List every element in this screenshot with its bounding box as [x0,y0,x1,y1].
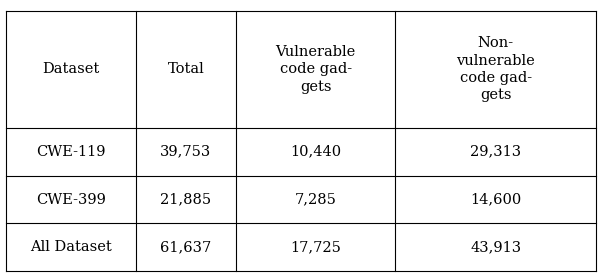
Text: 17,725: 17,725 [290,240,341,254]
Text: 43,913: 43,913 [470,240,521,254]
Text: CWE-399: CWE-399 [36,193,106,207]
Text: CWE-119: CWE-119 [36,145,106,159]
Text: 14,600: 14,600 [470,193,521,207]
Text: 7,285: 7,285 [295,193,337,207]
Text: 61,637: 61,637 [160,240,211,254]
Text: Vulnerable
code gad-
gets: Vulnerable code gad- gets [276,45,356,94]
Text: 21,885: 21,885 [160,193,211,207]
Text: Non-
vulnerable
code gad-
gets: Non- vulnerable code gad- gets [456,36,535,102]
Text: 29,313: 29,313 [470,145,521,159]
Text: 39,753: 39,753 [160,145,211,159]
Text: Total: Total [167,62,204,76]
Text: All Dataset: All Dataset [30,240,112,254]
Text: Dataset: Dataset [42,62,99,76]
Text: 10,440: 10,440 [290,145,341,159]
